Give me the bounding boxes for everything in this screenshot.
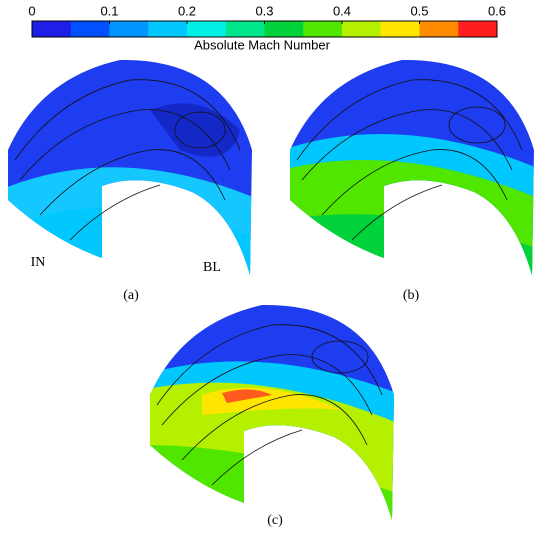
panel-c-image [150,304,394,521]
colorbar-segment [264,21,304,37]
panel-caption: (a) [123,288,139,303]
panel-b-image [290,59,534,276]
panel-a-image [8,59,252,276]
colorbar-tick-label: 0.6 [488,3,506,18]
colorbar-segment [32,21,72,37]
colorbar: 0 0.1 0.2 0.3 0.4 0.5 0.6 [28,3,506,38]
colorbar-segment [419,21,459,37]
colorbar-segment [225,21,265,37]
panel-caption: (c) [267,513,283,528]
colorbar-tick-label: 0.1 [100,3,118,18]
colorbar-segment [70,21,110,37]
colorbar-tick-label: 0.2 [178,3,196,18]
colorbar-segment [380,21,420,37]
colorbar-segment [148,21,188,37]
colorbar-segment [109,21,149,37]
colorbar-tick-label: 0.5 [410,3,428,18]
colorbar-segment [458,21,498,37]
colorbar-tick-label: 0.3 [255,3,273,18]
colorbar-tick-label: 0 [28,3,35,18]
colorbar-segment [187,21,227,37]
colorbar-segment [303,21,343,37]
panel-caption: (b) [403,288,420,303]
region-label: IN [31,255,46,270]
region-label: BL [203,260,221,275]
colorbar-tick-label: 0.4 [333,3,351,18]
colorbar-segment [342,21,382,37]
colorbar-label: Absolute Mach Number [194,37,331,52]
